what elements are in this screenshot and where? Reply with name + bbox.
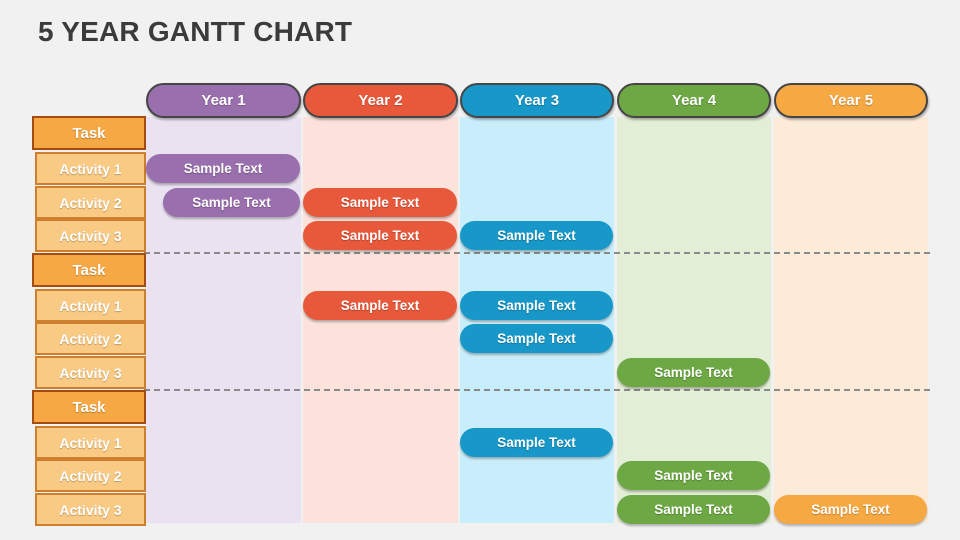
gantt-bar: Sample Text xyxy=(163,188,300,217)
gantt-bar: Sample Text xyxy=(460,291,613,320)
activity-row-header: Activity 1 xyxy=(35,426,146,459)
slide-title: 5 YEAR GANTT CHART xyxy=(38,16,353,47)
task-row-header: Task xyxy=(32,253,146,287)
year-column-track-3 xyxy=(460,117,614,523)
activity-row-header: Activity 1 xyxy=(35,289,146,322)
year-header-4: Year 4 xyxy=(617,83,771,118)
gantt-bar: Sample Text xyxy=(774,495,927,524)
year-column-track-5 xyxy=(774,117,928,523)
task-row-header: Task xyxy=(32,390,146,424)
activity-row-header: Activity 3 xyxy=(35,493,146,526)
activity-row-header: Activity 2 xyxy=(35,322,146,355)
year-header-5: Year 5 xyxy=(774,83,928,118)
gantt-bar: Sample Text xyxy=(303,221,457,250)
gantt-bar: Sample Text xyxy=(146,154,300,183)
activity-row-header: Activity 2 xyxy=(35,186,146,219)
year-column-track-4 xyxy=(617,117,771,523)
group-divider-1 xyxy=(144,252,930,254)
year-header-2: Year 2 xyxy=(303,83,458,118)
activity-row-header: Activity 3 xyxy=(35,219,146,252)
gantt-bar: Sample Text xyxy=(303,291,457,320)
activity-row-header: Activity 2 xyxy=(35,459,146,492)
year-column-track-2 xyxy=(303,117,458,523)
year-column-track-1 xyxy=(146,117,301,523)
gantt-bar: Sample Text xyxy=(460,324,613,353)
group-divider-2 xyxy=(144,389,930,391)
year-header-3: Year 3 xyxy=(460,83,614,118)
activity-row-header: Activity 1 xyxy=(35,152,146,185)
gantt-bar: Sample Text xyxy=(617,358,770,387)
gantt-bar: Sample Text xyxy=(460,221,613,250)
gantt-bar: Sample Text xyxy=(460,428,613,457)
gantt-bar: Sample Text xyxy=(617,461,770,490)
year-header-1: Year 1 xyxy=(146,83,301,118)
activity-row-header: Activity 3 xyxy=(35,356,146,389)
task-row-header: Task xyxy=(32,116,146,150)
gantt-bar: Sample Text xyxy=(303,188,457,217)
gantt-bar: Sample Text xyxy=(617,495,770,524)
